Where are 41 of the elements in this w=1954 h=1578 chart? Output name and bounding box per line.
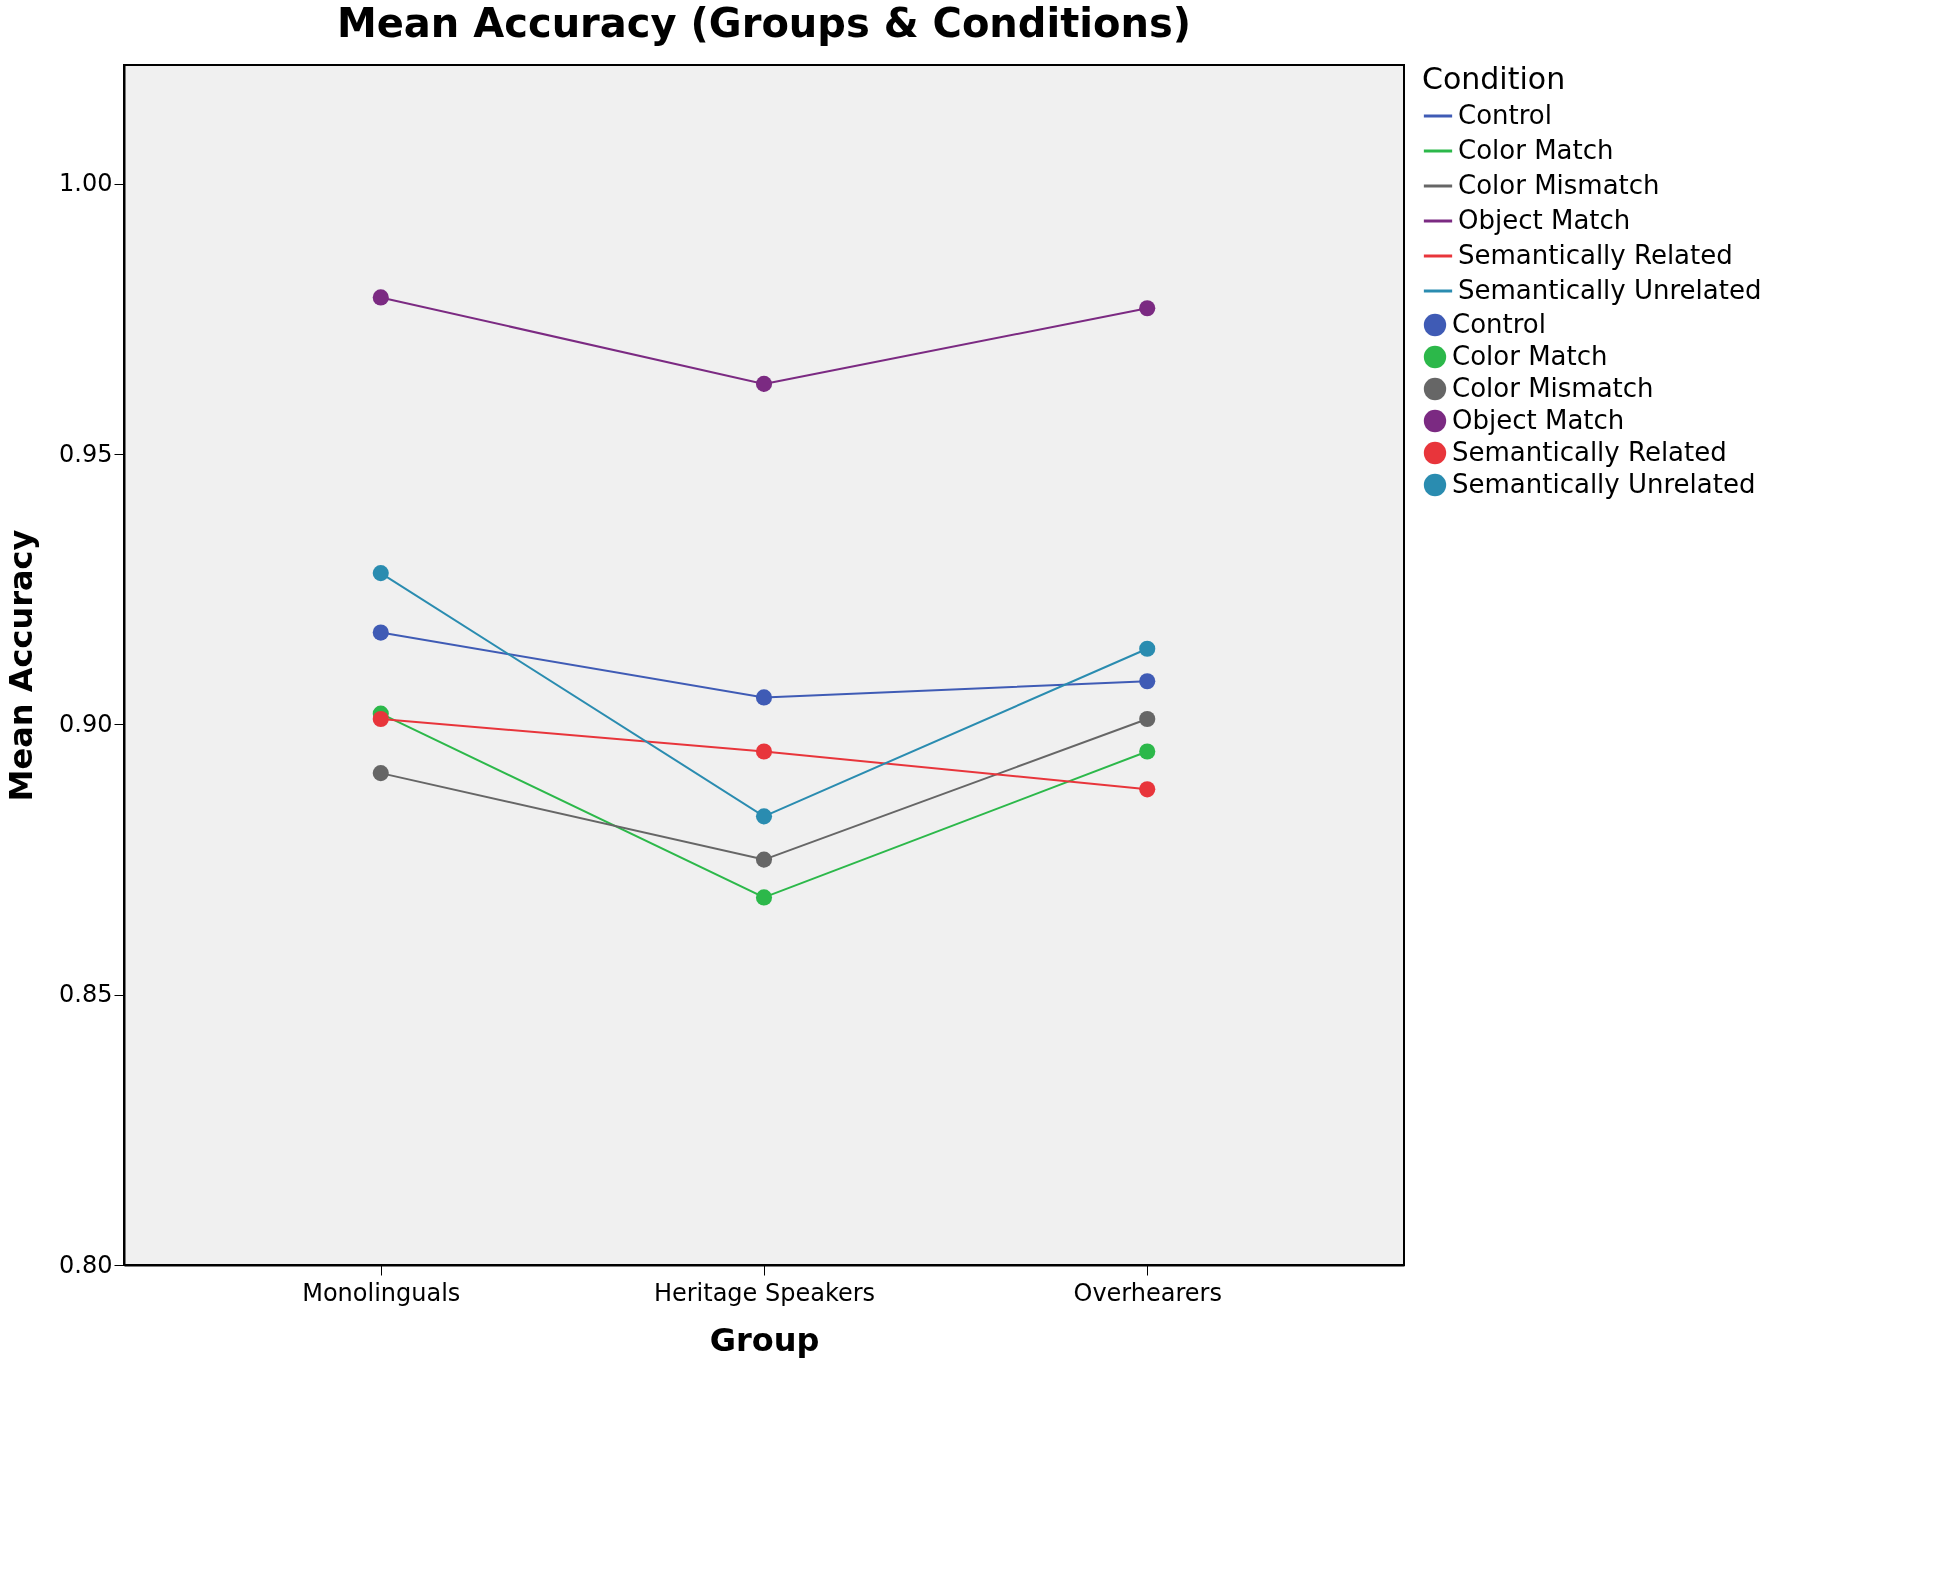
chart-title: Mean Accuracy (Groups & Conditions) [336,0,1192,46]
legend-label: Control [1452,309,1546,339]
text: Control [1458,100,1552,130]
point [755,743,773,760]
y-tick-label: 0.80 [59,1250,113,1279]
point [372,765,389,782]
x-tick-label: Monolinguals [302,1278,461,1307]
x-tick-label: Heritage Speakers [653,1278,876,1307]
point [1139,711,1156,728]
point [372,565,389,582]
point [372,624,389,641]
text: Semantically Related [1458,240,1733,270]
point [1139,781,1156,798]
point [372,711,389,728]
y-tick-label: 0.85 [59,980,113,1009]
point [755,808,773,825]
legend-label: Object Match [1452,405,1625,435]
point [1139,300,1156,317]
text: Color Mismatch [1458,170,1660,200]
x-axis-title: Group [709,1320,820,1359]
y-tick-label: 0.95 [59,439,113,468]
text: Semantically Unrelated [1458,275,1762,305]
y-axis-title: Mean Accuracy [2,529,41,802]
legend-label: Color Mismatch [1452,373,1654,403]
point [1139,673,1156,690]
point [1139,640,1156,657]
x-tick-label: Overhearers [1073,1278,1222,1307]
legend-label: Semantically Unrelated [1452,469,1756,499]
text: Object Match [1458,205,1631,235]
legend-title: Condition [1422,61,1566,96]
point [372,289,389,306]
point [755,889,773,906]
point [1139,743,1156,760]
point [755,375,773,392]
point [755,851,773,868]
legend-label: Color Match [1452,341,1608,371]
y-tick-label: 1.00 [59,169,113,198]
text: Color Match [1458,135,1614,165]
y-tick-label: 0.90 [59,709,113,738]
point [755,689,773,706]
legend-label: Semantically Related [1452,437,1727,467]
